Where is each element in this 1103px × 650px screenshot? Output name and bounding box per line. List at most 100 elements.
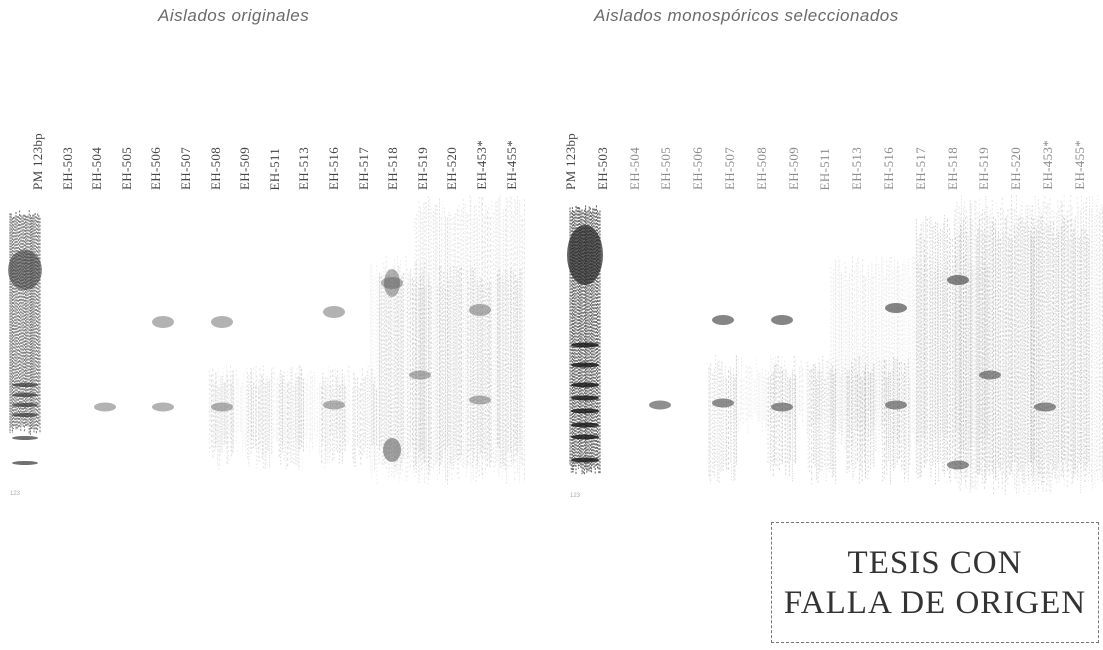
left-lane-label: PM 123bp: [30, 60, 46, 190]
gel-haze: [369, 255, 431, 485]
gel-haze: [414, 195, 525, 485]
right-lane-label-text: PM 123bp: [563, 133, 578, 190]
dna-band: [771, 315, 793, 325]
dna-band: [152, 402, 174, 412]
ladder-band: [567, 225, 603, 285]
right-lane-label: EH-511: [817, 60, 833, 190]
left-lane-label-text: EH-516: [326, 147, 341, 190]
right-lane-label-text: EH-518: [944, 147, 960, 190]
ladder-band: [8, 250, 42, 290]
ladder-band: [571, 382, 599, 388]
stamp-line-1: TESIS CON: [847, 544, 1023, 581]
left-lane-label-text: EH-503: [59, 147, 75, 190]
left-lane-label-text: EH-453*: [474, 140, 489, 190]
left-lane-label: EH-505: [119, 60, 135, 190]
left-lane-label: EH-508: [208, 60, 224, 190]
left-lane-label: EH-453*: [474, 60, 490, 190]
left-lane-label-text: EH-505: [118, 147, 134, 190]
left-lane-label: EH-518: [385, 60, 401, 190]
left-lane-label: EH-511: [267, 60, 283, 190]
lane-smear: [321, 369, 346, 468]
dna-band: [323, 400, 345, 410]
right-lane-label-text: EH-503: [594, 147, 610, 190]
dna-band: [383, 438, 401, 462]
lane-smear: [278, 365, 304, 470]
dna-band: [885, 400, 907, 410]
dna-band: [384, 269, 400, 297]
right-lane-label-text: EH-455*: [1071, 140, 1087, 190]
left-lane-label: EH-516: [326, 60, 342, 190]
lane-smear: [943, 215, 972, 485]
left-lane-label: EH-519: [415, 60, 431, 190]
right-gel-image: 123: [567, 195, 1103, 499]
left-lane-label: EH-455*: [504, 60, 520, 190]
left-lane-label-text: PM 123bp: [30, 133, 45, 190]
ladder-band: [571, 434, 599, 440]
right-lane-label: EH-503: [595, 60, 611, 190]
right-lane-label: EH-507: [722, 60, 738, 190]
dna-band: [409, 370, 431, 380]
ladder-band: [12, 436, 38, 440]
right-panel-title: Aislados monospóricos seleccionados: [594, 6, 899, 25]
ladder-band: [571, 342, 599, 348]
dna-band: [211, 402, 233, 412]
left-panel-title: Aislados originales: [158, 6, 310, 25]
left-lane-label-text: EH-506: [148, 147, 164, 190]
left-lane-label-text: EH-511: [266, 147, 282, 190]
gel-haze: [209, 365, 351, 455]
right-lane-label: EH-516: [881, 60, 897, 190]
lane-smear: [1030, 216, 1059, 484]
lane-smear: [915, 215, 945, 485]
right-lane-label-text: EH-505: [658, 147, 674, 190]
thesis-stamp: TESIS CON FALLA DE ORIGEN: [771, 522, 1099, 643]
left-lane-label-text: EH-508: [207, 147, 223, 190]
left-lane-label: EH-507: [178, 60, 194, 190]
marker-ladder: [9, 210, 41, 435]
ladder-band: [571, 395, 599, 401]
lane-smear: [1005, 216, 1035, 484]
right-lane-label: EH-509: [786, 60, 802, 190]
lane-smear: [846, 356, 875, 484]
lane-smear: [437, 266, 462, 470]
ladder-band: [571, 408, 599, 414]
right-lane-label: EH-506: [690, 60, 706, 190]
lane-smear: [379, 265, 404, 470]
right-lane-label-text: EH-506: [690, 147, 706, 190]
dna-band: [211, 316, 233, 328]
left-lane-label-text: EH-504: [89, 147, 105, 190]
lane-smear: [208, 365, 234, 470]
lane-smear: [407, 269, 432, 470]
gel-haze: [730, 355, 890, 435]
bp-mark: 123: [10, 491, 21, 497]
left-lane-label: EH-513: [296, 60, 312, 190]
ladder-band: [12, 403, 38, 407]
right-lane-label-text: EH-520: [1008, 147, 1024, 190]
ladder-band: [571, 362, 599, 368]
dna-band: [947, 460, 969, 470]
lane-smear: [975, 215, 1005, 484]
dna-band: [712, 398, 734, 408]
right-lane-label: EH-517: [913, 60, 929, 190]
ladder-band: [12, 413, 38, 417]
right-lane-label-text: EH-509: [785, 147, 801, 190]
dna-band: [323, 306, 345, 318]
left-lane-label: EH-509: [237, 60, 253, 190]
lane-smear: [708, 355, 737, 485]
right-lane-label-text: EH-513: [849, 147, 865, 190]
bp-mark: 123: [570, 493, 581, 499]
right-lane-label: EH-504: [627, 60, 643, 190]
gel-haze: [830, 255, 989, 455]
dna-band: [152, 316, 174, 328]
dna-band: [712, 315, 734, 325]
lane-smear: [497, 267, 522, 470]
dna-band: [469, 304, 491, 316]
right-lane-label-text: EH-508: [753, 147, 769, 190]
dna-band: [947, 275, 969, 285]
left-lane-label-text: EH-517: [355, 147, 371, 190]
left-lane-label: EH-506: [148, 60, 164, 190]
lane-smear: [807, 355, 837, 485]
stamp-line-2: FALLA DE ORIGEN: [783, 584, 1087, 621]
right-lane-label: EH-505: [658, 60, 674, 190]
right-lane-label: EH-519: [976, 60, 992, 190]
left-lane-label-text: EH-519: [414, 147, 430, 190]
